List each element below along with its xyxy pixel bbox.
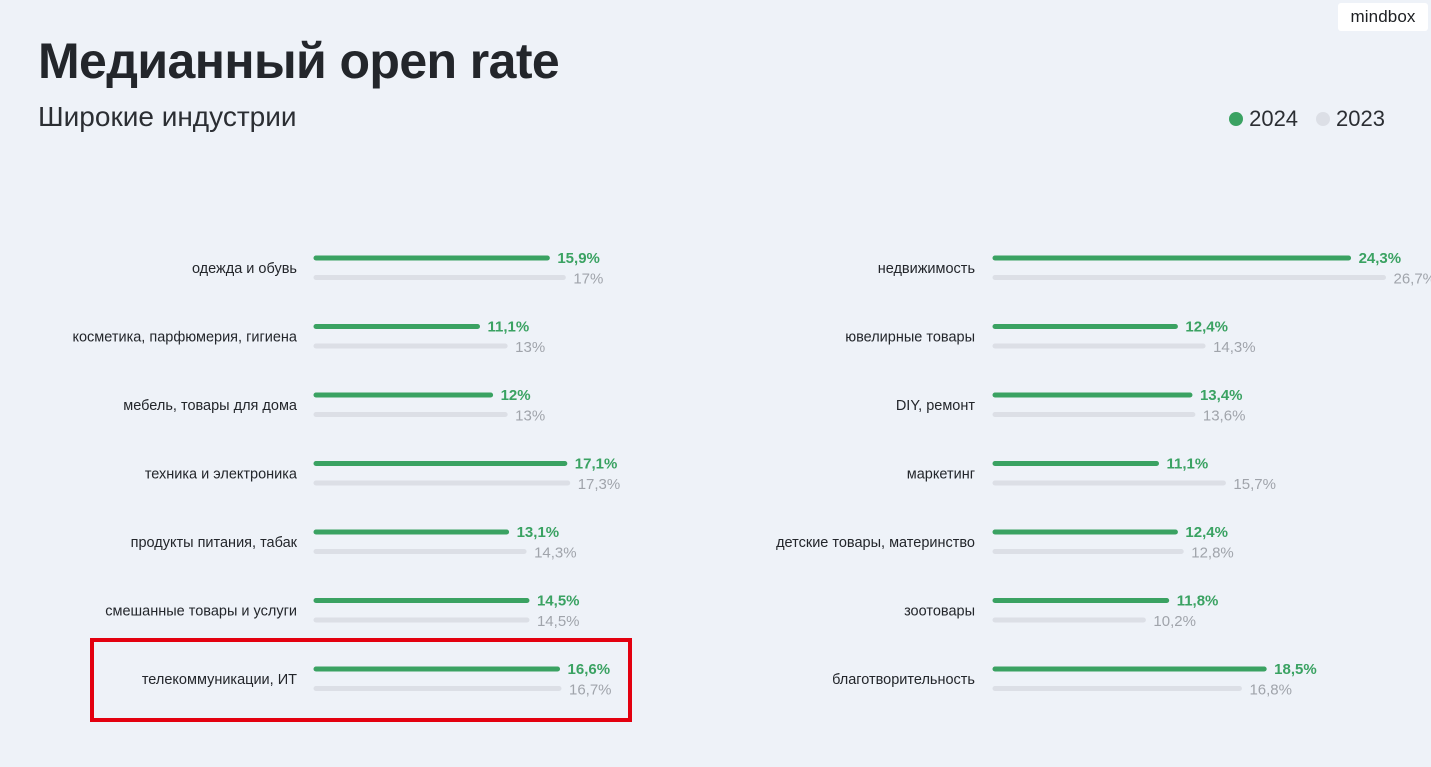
value-label-2023: 26,7% bbox=[1393, 271, 1431, 288]
value-label-2023: 14,3% bbox=[1213, 339, 1256, 356]
value-label-2024: 16,6% bbox=[568, 661, 611, 678]
legend-item-2023: 2023 bbox=[1316, 106, 1385, 132]
value-label-2024: 17,1% bbox=[575, 456, 618, 473]
value-label-2023: 14,3% bbox=[534, 545, 577, 562]
category-label: благотворительность bbox=[832, 672, 975, 688]
legend-label-2023: 2023 bbox=[1336, 106, 1385, 131]
mindbox-logo: mindbox bbox=[1338, 3, 1428, 31]
value-label-2023: 13% bbox=[515, 339, 545, 356]
value-label-2023: 17,3% bbox=[578, 476, 621, 493]
legend-label-2024: 2024 bbox=[1249, 106, 1299, 131]
value-label-2024: 12,4% bbox=[1185, 319, 1228, 336]
chart-title: Медианный open rate bbox=[38, 33, 560, 89]
category-label: DIY, ремонт bbox=[896, 398, 976, 414]
category-label: недвижимость bbox=[878, 261, 975, 277]
category-label: продукты питания, табак bbox=[131, 535, 298, 551]
category-label: детские товары, материнство bbox=[776, 535, 975, 551]
value-label-2023: 16,7% bbox=[569, 682, 612, 699]
value-label-2024: 11,1% bbox=[488, 319, 530, 336]
category-label: смешанные товары и услуги bbox=[105, 604, 297, 620]
category-label: зоотовары bbox=[904, 604, 975, 620]
highlight-frame bbox=[90, 638, 632, 722]
value-label-2023: 13,6% bbox=[1203, 408, 1246, 425]
value-label-2024: 11,8% bbox=[1177, 593, 1219, 610]
value-label-2023: 14,5% bbox=[537, 613, 580, 630]
legend-item-2024: 2024 bbox=[1229, 106, 1298, 132]
value-label-2024: 15,9% bbox=[557, 250, 600, 267]
chart-subtitle: Широкие индустрии bbox=[38, 101, 297, 132]
legend-swatch-2024 bbox=[1229, 112, 1244, 126]
category-label: одежда и обувь bbox=[192, 261, 297, 277]
value-label-2023: 16,8% bbox=[1249, 682, 1292, 699]
value-label-2023: 15,7% bbox=[1233, 476, 1276, 493]
value-label-2023: 13% bbox=[515, 408, 545, 425]
value-label-2024: 11,1% bbox=[1167, 456, 1209, 473]
value-label-2024: 12% bbox=[501, 387, 531, 404]
category-label: мебель, товары для дома bbox=[123, 398, 298, 414]
category-label: техника и электроника bbox=[145, 467, 298, 483]
category-label: маркетинг bbox=[907, 467, 975, 483]
legend-swatch-2023 bbox=[1316, 112, 1331, 126]
value-label-2024: 14,5% bbox=[537, 593, 580, 610]
category-label: ювелирные товары bbox=[845, 330, 975, 346]
value-label-2023: 17% bbox=[573, 271, 603, 288]
category-label: телекоммуникации, ИТ bbox=[142, 672, 297, 688]
chart-legend: 2024 2023 bbox=[1229, 106, 1385, 132]
value-label-2023: 10,2% bbox=[1153, 613, 1196, 630]
category-label: косметика, парфюмерия, гигиена bbox=[72, 330, 297, 346]
value-label-2023: 12,8% bbox=[1191, 545, 1234, 562]
value-label-2024: 24,3% bbox=[1359, 250, 1402, 267]
value-label-2024: 12,4% bbox=[1185, 524, 1228, 541]
value-label-2024: 13,1% bbox=[517, 524, 560, 541]
value-label-2024: 18,5% bbox=[1274, 661, 1317, 678]
value-label-2024: 13,4% bbox=[1200, 387, 1243, 404]
